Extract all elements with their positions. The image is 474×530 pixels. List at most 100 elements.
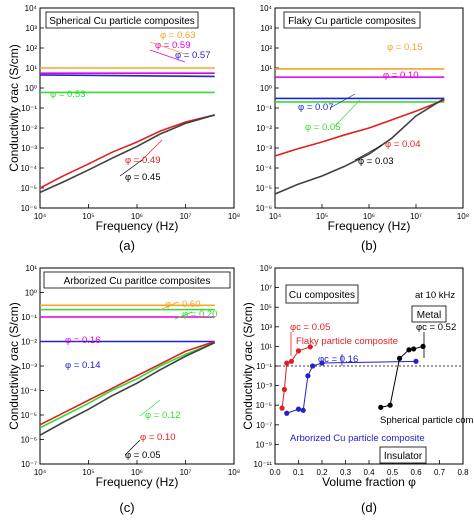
series-group <box>40 67 215 194</box>
title-box <box>45 11 199 29</box>
x-tick-label: 10⁴ <box>34 212 47 221</box>
series-label-0.07: φ = 0.07 <box>298 102 333 113</box>
series-label-0.10: φ = 0.10 <box>140 432 175 443</box>
y-tick-label: 10⁻⁵ <box>21 411 37 420</box>
y-tick-label: 10¹ <box>260 64 272 73</box>
y-tick-label: 10⁻⁴ <box>255 164 272 173</box>
leader-line <box>354 144 383 161</box>
y-tick-label: 10⁰ <box>25 289 37 298</box>
chart-title: Flaky Cu particle composites <box>288 16 416 27</box>
tick-marks: 10⁴ 10⁵ 10⁶ 10⁷ 10⁸ 10⁻⁷ 10⁻⁶ 10⁻⁵ 10⁻⁴ 10⁻³ 10⁻² 1… <box>20 264 240 477</box>
y-tick-label: 10⁻⁶ <box>21 204 37 213</box>
leader-line <box>149 41 186 55</box>
data-point <box>279 405 285 411</box>
title-box <box>283 11 421 29</box>
y-tick-label: 10⁻² <box>21 124 37 133</box>
data-point <box>281 386 287 393</box>
y-tick-label: 10⁻¹ <box>256 104 272 113</box>
y-tick-label: 10⁻¹ <box>256 362 272 371</box>
data-point <box>406 347 412 353</box>
x-tick-label: 10⁵ <box>316 212 328 221</box>
y-tick-label: 10⁻³ <box>21 362 37 371</box>
title-box <box>285 284 359 304</box>
leader-line <box>174 311 193 320</box>
y-tick-label: 10⁻⁶ <box>256 204 272 213</box>
y-tick-label: 10⁻⁴ <box>20 164 37 173</box>
x-tick-label: 10⁸ <box>228 212 240 221</box>
y-tick-label: 10⁵ <box>260 303 272 312</box>
y-tick-label: 10⁹ <box>260 264 272 273</box>
series-label-0.03: φ = 0.03 <box>358 156 393 167</box>
y-tick-label: 10² <box>25 44 37 53</box>
leader-line <box>139 139 163 163</box>
x-tick-label: 0.0 <box>269 468 281 477</box>
x-axis-label: Volume fraction φ <box>322 475 416 489</box>
data-point <box>413 358 419 364</box>
tick-marks: 0.0 0.1 0.2 0.3 0.4 0.5 0.6 0.7 0.8 10⁻¹¹ 10⁻⁹ 10⁻⁷… <box>254 264 470 477</box>
y-axis-label: Conductivity σac (S/cm) <box>7 302 21 429</box>
legend-arborized: Arborized Cu particle composite <box>290 433 425 444</box>
x-tick-label: 10⁸ <box>457 212 469 221</box>
panel-label: (d) <box>361 500 377 515</box>
data-point <box>378 404 384 410</box>
leader-line <box>334 99 361 127</box>
y-axis-label: Conductivity σac (S/cm) <box>7 44 21 171</box>
y-tick-label: 10⁰ <box>25 84 37 93</box>
series-line-0.04 <box>275 99 445 157</box>
data-point <box>307 344 313 350</box>
x-tick-label: 0.3 <box>340 468 352 477</box>
panel-c: 10⁴ 10⁵ 10⁶ 10⁷ 10⁸ 10⁻⁷ 10⁻⁶ 10⁻⁵ 10⁻⁴ 10⁻³ 10⁻² 1… <box>7 264 240 515</box>
x-tick-label: 10⁴ <box>269 212 282 221</box>
x-tick-label: 10⁷ <box>180 468 192 477</box>
leader-line <box>119 159 143 177</box>
data-point <box>310 363 316 369</box>
leader-line <box>139 399 161 417</box>
panel-d: 0.0 0.1 0.2 0.3 0.4 0.5 0.6 0.7 0.8 10⁻¹¹ 10⁻⁹ 10⁻⁷… <box>241 264 474 515</box>
series-label-0.49: φ = 0.49 <box>125 155 160 166</box>
data-point <box>295 348 302 354</box>
y-tick-label: 10¹ <box>260 342 272 351</box>
x-tick-label: 10⁷ <box>410 212 422 221</box>
region-label-insulator: Insulator <box>384 451 423 462</box>
legend-flaky: Flaky particle composite <box>296 336 398 347</box>
series-label-0.14: φ = 0.14 <box>65 360 100 371</box>
chart-title: Spherical Cu particle composites <box>49 16 195 27</box>
series-line-0.10 <box>40 340 215 426</box>
y-tick-label: 10¹ <box>25 64 37 73</box>
legend-spherical: Spherical particle composite <box>380 415 474 426</box>
panel-label: (a) <box>119 238 135 253</box>
y-tick-label: 10³ <box>260 24 272 33</box>
y-tick-label: 10⁻⁵ <box>256 401 272 410</box>
threshold-label-spherical: φc = 0.52 <box>416 322 456 333</box>
y-tick-label: 10⁻¹ <box>21 104 37 113</box>
series-line-0.49 <box>40 114 215 189</box>
series-line-0.05 <box>40 341 216 436</box>
y-tick-label: 10⁻⁶ <box>21 436 37 445</box>
region-box-metal <box>411 305 447 323</box>
y-axis-label: Conductivity σac (S/cm) <box>241 302 255 429</box>
data-point <box>387 402 393 408</box>
y-tick-label: 10⁻⁵ <box>21 184 37 193</box>
chart-title: Arborized Cu paritlce composites <box>64 276 211 287</box>
data-point <box>305 373 311 379</box>
y-tick-label: 10⁴ <box>260 4 273 13</box>
tick-marks: 10⁴ 10⁵ 10⁶ 10⁷ 10⁸ 10⁻⁶ 10⁻⁵ 10⁻⁴ 10⁻³ 10⁻² 10⁻¹ 1… <box>20 4 240 221</box>
panel-label: (c) <box>119 500 134 515</box>
region-box-insulator <box>379 446 427 464</box>
y-tick-label: 10³ <box>260 323 272 332</box>
series-group <box>40 304 216 436</box>
x-tick-label: 0.5 <box>387 468 399 477</box>
series-label-0.04: φ = 0.04 <box>385 139 420 150</box>
leader-line <box>329 93 356 109</box>
x-axis-label: Frequency (Hz) <box>96 219 179 233</box>
data-point <box>284 360 290 366</box>
panel-b: 10⁴ 10⁵ 10⁶ 10⁷ 10⁸ 10⁻⁶ 10⁻⁵ 10⁻⁴ 10⁻³ 10⁻² 10⁻¹ 1… <box>255 4 469 253</box>
title-box <box>43 271 231 289</box>
data-point <box>420 343 426 349</box>
y-tick-label: 10¹ <box>25 264 37 273</box>
data-point <box>284 410 290 416</box>
series-label-0.60: φ = 0.60 <box>165 299 200 310</box>
series-label-0.57: φ = 0.57 <box>175 50 210 61</box>
series-label-0.53: φ = 0.53 <box>50 89 85 100</box>
